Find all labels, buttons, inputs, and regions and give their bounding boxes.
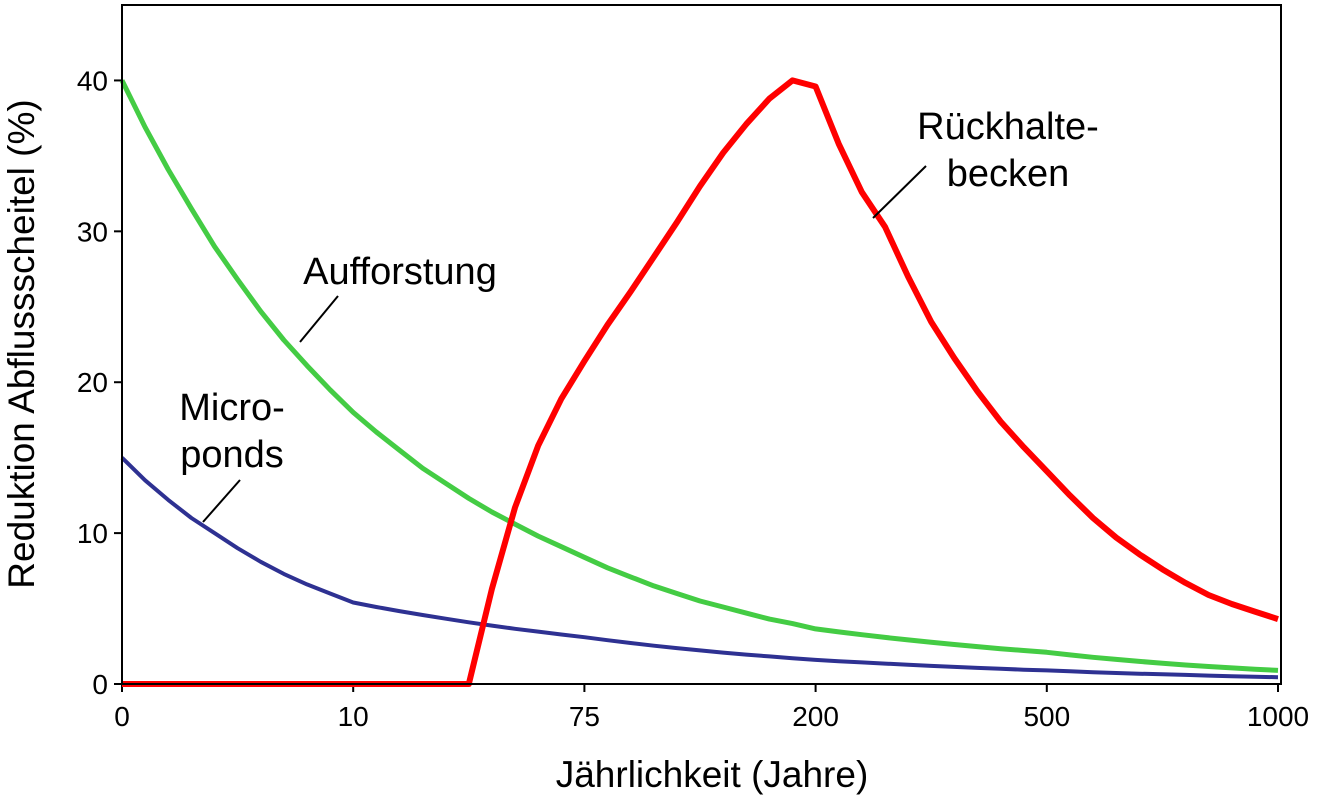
series-line [120, 456, 1279, 680]
x-axis-title: Jährlichkeit (Jahre) [556, 754, 869, 795]
x-tick-label: 10 [338, 701, 369, 732]
series-line [119, 79, 1279, 673]
x-tick-label: 500 [1023, 701, 1070, 732]
x-tick-label: 200 [792, 701, 839, 732]
y-tick-label: 20 [77, 367, 108, 398]
y-tick-label: 40 [77, 65, 108, 96]
x-tick-label: 75 [569, 701, 600, 732]
y-axis-title: Reduktion Abflussscheitel (%) [1, 99, 42, 588]
annotation-leader [299, 295, 339, 343]
annotation: Micro- [179, 387, 285, 429]
annotation: Rückhalte- [917, 106, 1099, 148]
annotation: Aufforstung [303, 251, 497, 293]
x-tick-label: 1000 [1247, 701, 1309, 732]
x-tick-label: 0 [114, 701, 130, 732]
annotation: ponds [180, 434, 284, 476]
annotation-leader [202, 479, 241, 523]
annotation: becken [947, 153, 1070, 195]
series-line [122, 77, 1279, 687]
y-tick-label: 0 [92, 669, 108, 700]
y-tick-label: 10 [77, 518, 108, 549]
annotation-leader [872, 165, 927, 219]
y-tick-label: 30 [77, 216, 108, 247]
plot-frame [121, 4, 1282, 685]
